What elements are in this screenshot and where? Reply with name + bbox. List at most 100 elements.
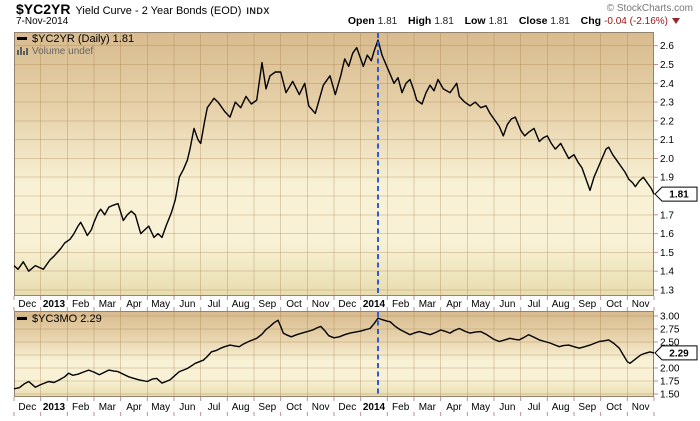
- chart-title: Yield Curve - 2 Year Bonds (EOD): [75, 5, 242, 17]
- lower-x-tick-label: Nov: [632, 402, 650, 413]
- low-label: Low: [464, 15, 486, 27]
- lower-x-tick-label: Jul: [528, 402, 541, 413]
- lower-x-tick-label: May: [471, 402, 490, 413]
- main-plot-border: [14, 32, 654, 296]
- main-x-tick-label: 2014: [363, 299, 386, 310]
- lower-x-tick-label: Dec: [18, 402, 36, 413]
- main-last-price-label: 1.81: [669, 190, 689, 201]
- main-x-tick-label: Feb: [72, 299, 90, 310]
- date-label: 7-Nov-2014: [16, 16, 69, 27]
- lower-x-tick-label: Aug: [552, 402, 570, 413]
- main-x-tick-label: Dec: [18, 299, 36, 310]
- main-x-tick-label: Mar: [99, 299, 117, 310]
- lower-x-tick-label: May: [151, 402, 170, 413]
- lower-legend-label: $YC3MO 2.29: [32, 313, 102, 325]
- main-y-tick-label: 1.5: [660, 248, 674, 259]
- main-x-tick-label: Nov: [632, 299, 650, 310]
- main-y-tick-label: 2.6: [660, 41, 674, 52]
- lower-x-tick-label: Sep: [258, 402, 276, 413]
- lower-x-tick-label: Nov: [312, 402, 330, 413]
- lower-series-line: [13, 317, 655, 390]
- lower-x-tick-label: Feb: [72, 402, 90, 413]
- main-x-tick-label: Jun: [499, 299, 515, 310]
- lower-x-tick-label: Aug: [232, 402, 250, 413]
- lower-panel-legend: $YC3MO 2.29: [17, 313, 102, 325]
- main-x-tick-label: Jun: [179, 299, 195, 310]
- lower-plot-border: [14, 311, 654, 397]
- main-x-tick-label: Oct: [286, 299, 302, 310]
- main-x-tick-label: Mar: [419, 299, 437, 310]
- main-y-tick-label: 2.1: [660, 135, 674, 146]
- lower-x-tick-label: Apr: [126, 402, 142, 413]
- lower-last-price-tag: [654, 345, 698, 361]
- lower-x-tick-label: Sep: [578, 402, 596, 413]
- main-x-tick-label: 2013: [43, 299, 66, 310]
- close-label: Close: [518, 15, 548, 27]
- main-y-tick-label: 1.9: [660, 173, 674, 184]
- lower-x-tick-label: Apr: [446, 402, 462, 413]
- main-x-tick-label: Apr: [446, 299, 462, 310]
- lower-x-tick-label: Oct: [286, 402, 302, 413]
- chg-value: -0.04 (-2.16%): [604, 16, 668, 27]
- main-panel-legend: $YC2YR (Daily) 1.81: [17, 33, 134, 45]
- exchange-label: INDX: [246, 6, 270, 16]
- high-value: 1.81: [434, 16, 454, 27]
- high-label: High: [407, 15, 432, 27]
- main-series-line: [13, 39, 655, 272]
- main-y-tick-label: 2.3: [660, 98, 674, 109]
- open-label: Open: [347, 15, 375, 27]
- lower-x-tick-label: Mar: [419, 402, 437, 413]
- main-x-tick-label: Dec: [338, 299, 356, 310]
- volume-bars-icon: [17, 47, 28, 55]
- main-x-tick-label: Sep: [258, 299, 276, 310]
- main-x-tick-label: Nov: [312, 299, 330, 310]
- main-x-tick-label: Sep: [578, 299, 596, 310]
- main-y-tick-label: 1.4: [660, 267, 674, 278]
- main-y-tick-label: 2.2: [660, 116, 674, 127]
- lower-y-tick-label: 3.00: [660, 311, 680, 322]
- main-y-tick-label: 1.3: [660, 285, 674, 296]
- main-x-tick-label: Jul: [208, 299, 221, 310]
- main-legend-label: $YC2YR (Daily) 1.81: [32, 33, 135, 45]
- main-x-tick-label: Jul: [528, 299, 541, 310]
- lower-x-tick-label: Jun: [499, 402, 515, 413]
- lower-x-tick-label: Mar: [99, 402, 117, 413]
- lower-plot-area: [14, 311, 654, 397]
- lower-x-tick-label: Oct: [606, 402, 622, 413]
- main-y-tick-label: 2.0: [660, 154, 674, 165]
- lower-x-tick-label: Jul: [208, 402, 221, 413]
- main-last-price-tag: [654, 186, 698, 202]
- close-value: 1.81: [550, 16, 570, 27]
- main-y-tick-label: 1.6: [660, 229, 674, 240]
- symbol-label: $YC2YR: [16, 1, 71, 17]
- low-value: 1.81: [488, 16, 509, 27]
- lower-last-price-label: 2.29: [669, 348, 689, 359]
- lower-y-tick-label: 2.00: [660, 363, 680, 374]
- lower-y-tick-label: 1.75: [660, 376, 680, 387]
- lower-y-tick-label: 1.50: [660, 389, 680, 400]
- lower-x-tick-label: 2014: [363, 402, 386, 413]
- main-y-tick-label: 1.7: [660, 210, 674, 221]
- line-swatch-icon: [17, 317, 27, 320]
- down-arrow-icon: [672, 18, 680, 24]
- main-x-tick-label: May: [151, 299, 170, 310]
- copyright-label: © StockCharts.com: [606, 3, 693, 14]
- main-y-tick-label: 2.5: [660, 60, 674, 71]
- main-x-tick-label: Aug: [552, 299, 570, 310]
- chg-label: Chg: [580, 15, 602, 27]
- main-x-tick-label: Oct: [606, 299, 622, 310]
- main-y-tick-label: 2.4: [660, 79, 674, 90]
- open-value: 1.81: [377, 16, 398, 27]
- main-x-tick-label: Apr: [126, 299, 142, 310]
- main-x-tick-label: Aug: [232, 299, 250, 310]
- header-title-row: $YC2YR Yield Curve - 2 Year Bonds (EOD) IN…: [16, 1, 270, 19]
- lower-x-tick-label: Feb: [392, 402, 410, 413]
- volume-legend: Volume undef: [17, 46, 93, 57]
- lower-x-tick-label: Jun: [179, 402, 195, 413]
- lower-y-tick-label: 2.75: [660, 324, 680, 335]
- line-swatch-icon: [17, 37, 27, 40]
- lower-x-tick-label: 2013: [43, 402, 66, 413]
- main-x-tick-label: May: [471, 299, 490, 310]
- lower-y-tick-label: 2.50: [660, 337, 680, 348]
